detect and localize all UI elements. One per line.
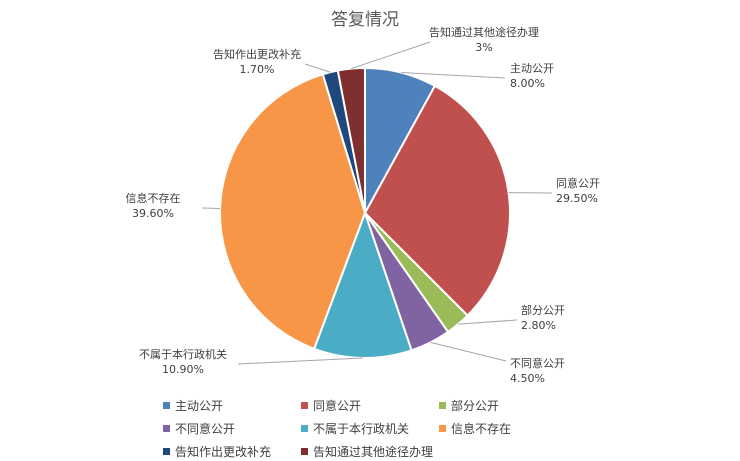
data-label-value: 39.60% <box>132 207 174 220</box>
data-label-value: 2.80% <box>521 319 556 332</box>
leader-line <box>458 319 518 325</box>
data-label-category: 信息不存在 <box>126 191 181 205</box>
chart-title: 答复情况 <box>331 10 399 30</box>
legend-swatch <box>163 425 170 432</box>
legend-item: 同意公开 <box>301 397 439 414</box>
legend-label: 不同意公开 <box>175 422 236 436</box>
pie-slice <box>312 210 413 359</box>
legend-swatch <box>439 402 446 409</box>
legend-item: 信息不存在 <box>439 420 577 437</box>
legend-label: 信息不存在 <box>451 422 512 436</box>
data-label-category: 不同意公开 <box>510 356 565 370</box>
chart-legend: 主动公开 同意公开 部分公开不同意公开 不属于本行政机关 信息不存在告知作出更改补充 告知… <box>163 397 583 460</box>
legend-swatch <box>163 448 170 455</box>
leader-line <box>304 63 331 73</box>
legend-item: 不属于本行政机关 <box>301 420 439 437</box>
leader-line <box>237 357 363 365</box>
pie-slice <box>363 84 511 317</box>
legend-swatch <box>439 425 446 432</box>
legend-item: 告知通过其他途径办理 <box>301 443 439 460</box>
data-label-value: 10.90% <box>162 363 204 376</box>
leader-line <box>401 72 506 79</box>
legend-item: 不同意公开 <box>163 420 301 437</box>
leader-lines <box>201 41 553 365</box>
data-label-value: 4.50% <box>510 372 545 385</box>
legend-label: 主动公开 <box>175 399 224 413</box>
legend-swatch <box>301 402 308 409</box>
pie-slices <box>219 66 511 359</box>
legend-label: 同意公开 <box>313 399 362 413</box>
data-label-category: 主动公开 <box>510 62 554 75</box>
legend-swatch <box>163 402 170 409</box>
legend-label: 部分公开 <box>451 399 500 413</box>
data-label-category: 部分公开 <box>521 303 565 317</box>
legend-item: 告知作出更改补充 <box>163 443 301 460</box>
data-labels: 主动公开 8.00% 同意公开 29.50% 部分公开 2.80% 不同意公开 4.50% 不属… <box>126 25 601 385</box>
legend-label: 告知作出更改补充 <box>175 445 272 459</box>
leader-line <box>430 341 507 362</box>
legend-label: 不属于本行政机关 <box>313 422 410 436</box>
legend-label: 告知通过其他途径办理 <box>313 445 434 459</box>
data-label-category: 告知作出更改补充 <box>213 47 301 61</box>
leader-line <box>351 41 431 70</box>
data-label-value: 29.50% <box>556 192 598 205</box>
legend-swatch <box>301 448 308 455</box>
data-label-value: 8.00% <box>510 77 545 90</box>
data-label-value: 1.70% <box>240 63 275 76</box>
legend-item: 部分公开 <box>439 397 577 414</box>
data-label-category: 告知通过其他途径办理 <box>429 25 539 39</box>
data-label-category: 不属于本行政机关 <box>139 347 227 361</box>
legend-swatch <box>301 425 308 432</box>
legend-item: 主动公开 <box>163 397 301 414</box>
pie-slice <box>219 73 367 351</box>
data-label-value: 3% <box>475 41 492 54</box>
data-label-category: 同意公开 <box>556 176 600 190</box>
